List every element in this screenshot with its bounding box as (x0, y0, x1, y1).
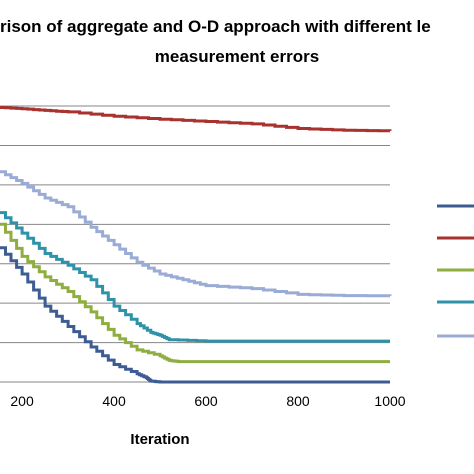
series-line-4 (0, 170, 392, 298)
series-line-1 (0, 106, 392, 133)
x-tick-label-1000: 1000 (374, 393, 405, 409)
x-tick-label-600: 600 (194, 393, 218, 409)
x-tick-label-200: 200 (10, 393, 34, 409)
x-tick-label-800: 800 (286, 393, 310, 409)
series-line-0 (0, 246, 390, 384)
x-tick-label-400: 400 (102, 393, 126, 409)
series-line-3 (0, 211, 390, 343)
x-tick-labels: 200 400 600 800 1000 (10, 393, 405, 409)
series-layer (0, 106, 392, 384)
x-axis-label: Iteration (130, 431, 189, 448)
legend (437, 204, 474, 338)
chart-title-line-2: measurement errors (155, 47, 319, 66)
series-line-2 (0, 222, 390, 364)
chart-title-line-1: rison of aggregate and O-D approach with… (0, 17, 431, 36)
